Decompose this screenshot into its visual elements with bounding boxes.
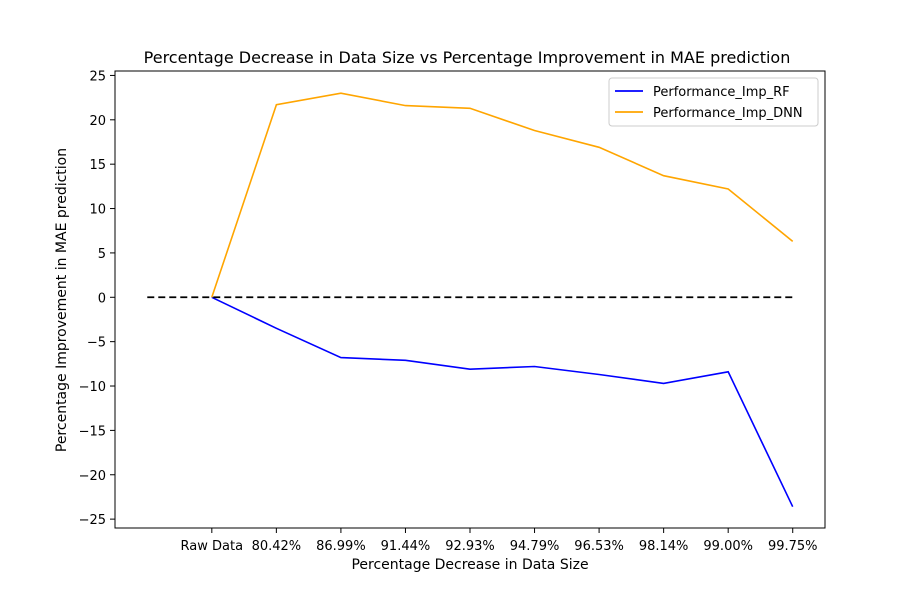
y-tick-label: 0 [98,291,106,306]
y-axis-ticks: 25 20 15 10 5 0 −5 −10 −15 −20 −25 [79,69,115,528]
x-tick-label: 92.93% [445,539,495,554]
legend-label: Performance_Imp_RF [653,85,790,100]
plot-area [114,70,826,529]
x-tick-label: 91.44% [381,539,431,554]
x-axis-ticks: Raw Data 80.42% 86.99% 91.44% 92.93% 94.79% 96… [181,528,818,554]
legend-box [608,77,819,127]
x-tick-label: 94.79% [510,539,560,554]
x-tick-label: 99.75% [768,539,818,554]
y-tick-label: 5 [98,247,106,262]
y-tick-label: −20 [79,469,106,484]
x-tick-label: Raw Data [181,539,244,554]
x-tick-label: 80.42% [252,539,302,554]
y-axis-label: Percentage Improvement in MAE prediction [54,148,70,452]
y-tick-label: 15 [89,158,106,173]
chart-title: Percentage Decrease in Data Size vs Perc… [144,48,791,67]
series-line-performance-imp-dnn [211,92,794,298]
legend-label: Performance_Imp_DNN [653,106,803,121]
y-tick-label: −15 [79,424,106,439]
x-tick-label: 86.99% [316,539,366,554]
x-axis-label: Percentage Decrease in Data Size [351,557,588,573]
y-tick-label: 10 [89,203,106,218]
y-tick-label: −5 [87,336,106,351]
legend: Performance_Imp_RF Performance_Imp_DNN [608,77,819,127]
x-tick-label: 98.14% [639,539,689,554]
y-tick-label: 25 [89,69,106,84]
x-tick-label: 99.00% [703,539,753,554]
series-layer [147,92,794,508]
y-tick-label: −25 [79,513,106,528]
y-tick-label: 20 [89,114,106,129]
y-tick-label: −10 [79,380,106,395]
x-tick-label: 96.53% [574,539,624,554]
series-line-performance-imp-rf [211,296,794,508]
